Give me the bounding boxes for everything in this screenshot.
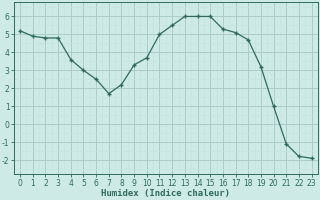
X-axis label: Humidex (Indice chaleur): Humidex (Indice chaleur)	[101, 189, 230, 198]
